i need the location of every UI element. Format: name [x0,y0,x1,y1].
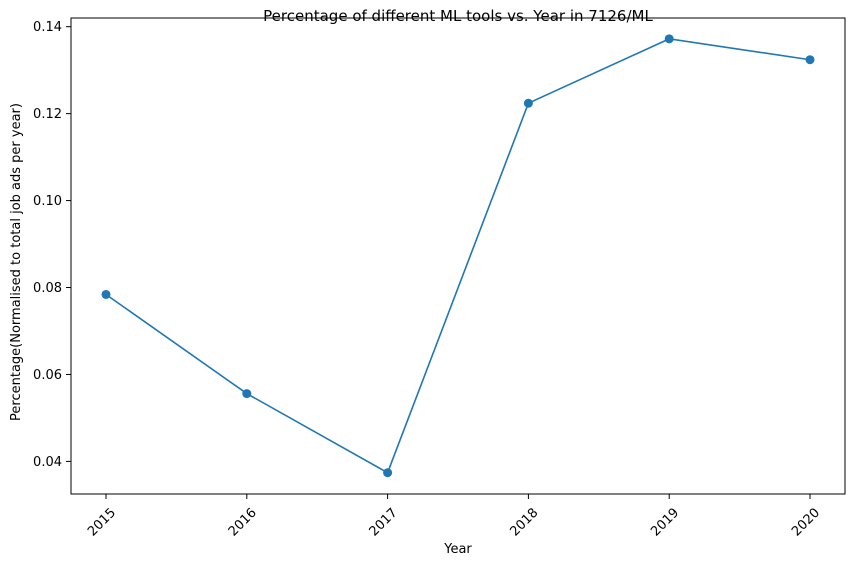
y-tick-label: 0.10 [33,194,62,209]
data-point-2018 [523,98,533,108]
series-line [105,38,811,474]
x-tick-label: 2020 [789,505,823,539]
y-tick-label: 0.06 [33,368,62,383]
x-axis: 2015 2016 2017 2018 2019 2020 [85,494,823,539]
chart-title: Percentage of different ML tools vs. Yea… [263,7,653,25]
y-tick-label: 0.14 [33,20,62,35]
y-tick-label: 0.12 [33,107,62,122]
data-point-2015 [101,289,111,299]
data-point-2019 [664,34,674,44]
y-axis: 0.04 0.06 0.08 0.10 0.12 0.14 [33,20,71,470]
x-tick-label: 2016 [226,505,260,539]
x-tick-label: 2019 [648,505,682,539]
y-tick-label: 0.04 [33,455,62,470]
plot-area [71,18,845,494]
data-point-2017 [383,468,393,478]
data-point-2020 [805,55,815,65]
series-group [101,34,815,478]
x-tick-label: 2018 [507,505,541,539]
plot-frame [70,17,846,495]
data-point-2016 [242,389,252,399]
y-axis-label: Percentage(Normalised to total job ads p… [9,103,24,421]
y-tick-label: 0.08 [33,281,62,296]
x-axis-label: Year [443,542,472,557]
x-tick-label: 2015 [85,505,119,539]
x-tick-label: 2017 [367,505,401,539]
